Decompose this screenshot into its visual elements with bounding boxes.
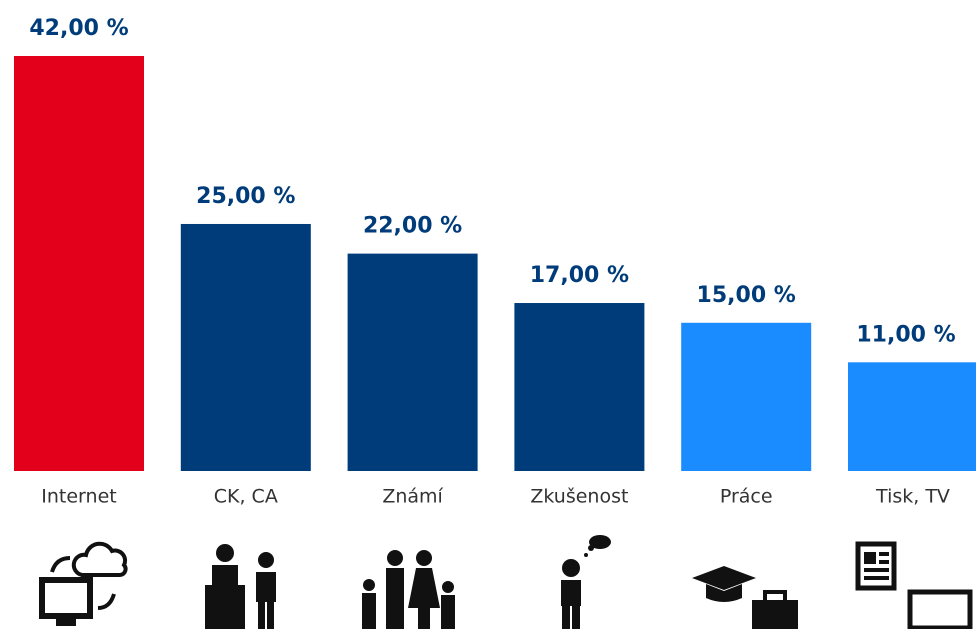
icon-press [855, 541, 973, 629]
icon-agency [205, 544, 276, 629]
bar [848, 362, 976, 471]
value-label: 22,00 % [363, 214, 462, 239]
bar [14, 56, 144, 471]
value-label: 25,00 % [196, 184, 295, 209]
category-label: CK, CA [214, 486, 278, 508]
bar [347, 253, 478, 471]
icon-experience [561, 535, 611, 629]
icon-work [692, 566, 798, 629]
icons [39, 535, 973, 629]
bar [681, 322, 812, 471]
value-label: 11,00 % [856, 322, 955, 347]
value-label: 42,00 % [29, 16, 128, 41]
bar [180, 223, 311, 471]
icon-family [362, 550, 455, 629]
category-label: Známí [382, 486, 443, 508]
icon-internet [39, 541, 128, 626]
value-label: 17,00 % [530, 263, 629, 288]
category-label: Práce [720, 486, 773, 508]
category-label: Internet [41, 486, 116, 508]
category-label: Tisk, TV [875, 486, 950, 508]
bar [514, 303, 645, 471]
value-label: 15,00 % [697, 283, 796, 308]
category-label: Zkušenost [530, 486, 628, 508]
